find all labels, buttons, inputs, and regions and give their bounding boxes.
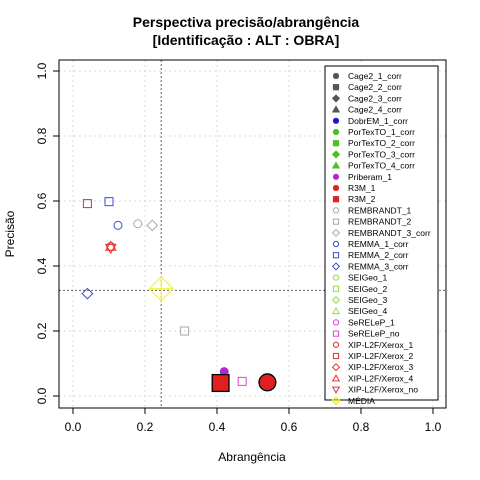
x-tick-label: 0.2 [137,420,154,434]
legend-label: Cage2_2_corr [348,82,402,92]
y-tick-label: 0.0 [35,387,49,404]
data-point [180,326,190,336]
legend-label: Priberam_1 [348,172,392,182]
data-point [104,197,114,207]
legend-marker [332,128,340,136]
data-point [237,376,247,386]
legend-marker [331,262,341,271]
legend-marker [332,84,340,91]
data-point [104,240,117,251]
reference-lines [59,60,446,408]
x-tick-label: 0.6 [281,420,298,434]
legend-marker [332,207,340,214]
data-point [104,243,117,255]
x-tick-label: 1.0 [425,420,442,434]
x-axis-label: Abrangência [218,450,286,464]
legend-label: XIP-L2F/Xerox_4 [348,373,413,383]
legend-marker [331,94,341,103]
legend-marker [332,72,340,80]
legend-label: MÉDIA [348,396,375,406]
legend-label: Cage2_1_corr [348,71,402,81]
data-point [113,220,123,230]
data-point [146,219,159,232]
legend-marker [331,161,341,169]
legend-marker [332,352,340,360]
legend-label: REMMA_2_corr [348,250,409,260]
legend-marker [331,363,341,372]
legend-label: PorTexTO_2_corr [348,138,415,148]
data-point [148,275,175,302]
data-point [211,373,230,393]
legend-marker [332,285,340,292]
legend-marker [331,306,341,315]
x-axis: 0.0 0.2 0.4 0.6 0.8 1.0 [65,408,442,434]
data-points [81,197,277,393]
legend-marker [332,173,340,180]
data-point [133,219,143,229]
legend-label: R3M_1 [348,183,376,193]
legend-label: SEIGeo_4 [348,306,387,316]
y-tick-label: 0.4 [35,257,49,274]
legend-marker [332,330,340,337]
legend-marker [331,150,341,159]
legend-label: SEIGeo_1 [348,273,387,283]
legend-marker [332,140,340,147]
legend-label: XIP-L2F/Xerox_no [348,385,418,395]
x-tick-label: 0.8 [353,420,370,434]
legend-label: SEIGeo_3 [348,295,387,305]
chart-title: Perspectiva precisão/abrangência [133,14,360,30]
legend-label: Cage2_4_corr [348,105,402,115]
legend-marker [331,396,341,406]
legend-label: XIP-L2F/Xerox_2 [348,351,413,361]
legend-marker [332,240,340,248]
legend-label: PorTexTO_4_corr [348,161,415,171]
legend-label: REMBRANDT_3_corr [348,228,431,238]
data-point [258,373,277,392]
legend-marker [331,228,341,237]
plot-frame [58,59,447,409]
legend-marker [332,218,340,225]
data-point [82,199,92,209]
legend-label: REMMA_3_corr [348,261,409,271]
legend-marker [332,117,340,124]
legend-marker [332,274,340,281]
legend-label: R3M_2 [348,194,376,204]
x-tick-label: 0.4 [209,420,226,434]
x-tick-label: 0.0 [65,420,82,434]
data-point [81,287,94,300]
y-tick-label: 1.0 [35,62,49,79]
legend-marker [331,295,341,305]
legend-label: PorTexTO_3_corr [348,149,415,159]
legend-marker [332,252,340,259]
legend-marker [332,341,340,348]
legend-label: XIP-L2F/Xerox_3 [348,362,413,372]
legend-marker [332,319,340,326]
legend-label: SeRELeP_no [348,329,400,339]
legend-marker [331,386,341,394]
y-tick-label: 0.6 [35,192,49,209]
legend-label: REMMA_1_corr [348,239,409,249]
legend-label: REMBRANDT_1 [348,205,412,215]
legend-marker [332,196,340,203]
legend-marker [331,105,341,113]
legend-label: REMBRANDT_2 [348,217,412,227]
legend-box [324,65,439,401]
legend-label: DobrEM_1_corr [348,116,408,126]
legend-label: PorTexTO_1_corr [348,127,415,137]
chart-subtitle: [Identificação : ALT : OBRA] [153,32,340,48]
legend-label: SEIGeo_2 [348,284,387,294]
legend-marker [332,184,340,192]
legend-marker [331,374,341,382]
y-axis: 0.0 0.2 0.4 0.6 0.8 1.0 [35,62,59,404]
y-tick-label: 0.8 [35,127,49,144]
legend-label: XIP-L2F/Xerox_1 [348,340,413,350]
legend-label: Cage2_3_corr [348,93,402,103]
y-tick-label: 0.2 [35,322,49,339]
y-axis-label: Precisão [3,210,17,257]
legend-label: SeRELeP_1 [348,317,395,327]
